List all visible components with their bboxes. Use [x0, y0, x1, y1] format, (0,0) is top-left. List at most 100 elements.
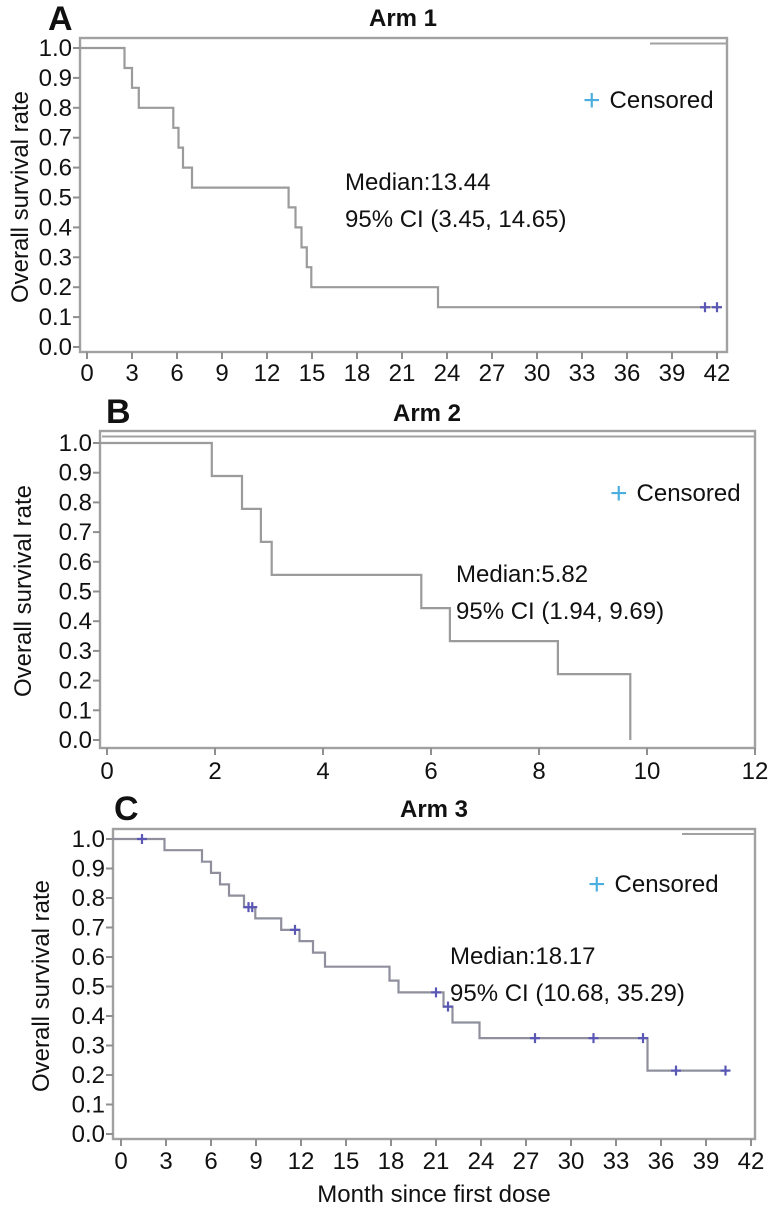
- y-tick-label: 0.2: [72, 1062, 105, 1089]
- x-tick-label: 30: [558, 1148, 585, 1175]
- y-tick-label: 0.8: [72, 885, 105, 912]
- legend-label: Censored: [614, 871, 719, 898]
- x-tick-label: 39: [693, 1148, 720, 1175]
- x-tick-label: 3: [159, 1148, 172, 1175]
- y-tick-label: 0.3: [72, 1033, 105, 1060]
- y-tick-label: 0.8: [39, 95, 72, 122]
- y-tick-label: 0.0: [59, 727, 92, 754]
- censored-plus-icon: +: [610, 477, 628, 510]
- chart-title-arm3: Arm 3: [399, 796, 469, 823]
- x-axis-title: Month since first dose: [317, 1181, 551, 1208]
- y-tick-label: 0.3: [39, 244, 72, 271]
- x-tick-label: 42: [738, 1148, 765, 1175]
- chart-title-arm1: Arm 1: [368, 5, 438, 32]
- x-tick-label: 30: [524, 360, 551, 387]
- km-curve-arm2: [100, 441, 632, 740]
- legend-arm3: + Censored: [588, 868, 719, 901]
- x-tick-label: 21: [423, 1148, 450, 1175]
- x-tick-label: 0: [114, 1148, 127, 1175]
- km-curve-arm3: [113, 837, 729, 1072]
- y-tick-label: 0.5: [39, 185, 72, 212]
- median-value: Median:5.82: [456, 561, 589, 588]
- x-tick-label: 15: [333, 1148, 360, 1175]
- x-tick-label: 27: [479, 360, 506, 387]
- x-tick-label: 12: [742, 758, 769, 785]
- y-axis-title-arm2: Overall survival rate: [10, 484, 37, 698]
- y-tick-label: 0.7: [72, 915, 105, 942]
- x-tick-label: 36: [648, 1148, 675, 1175]
- x-tick-label: 27: [513, 1148, 540, 1175]
- x-tick-label: 18: [344, 360, 371, 387]
- x-tick-label: 12: [288, 1148, 315, 1175]
- plot-frame-arm2: [98, 429, 757, 750]
- y-tick-label: 0.0: [39, 334, 72, 361]
- ci-value: 95% CI (10.68, 35.29): [450, 980, 685, 1007]
- ci-value: 95% CI (3.45, 14.65): [345, 206, 567, 233]
- y-tick-label: 1.0: [39, 35, 72, 62]
- y-tick-label: 1.0: [72, 826, 105, 853]
- legend-arm2: + Censored: [610, 477, 741, 510]
- panel-label-c: C: [114, 790, 139, 828]
- plot-frame-arm1: [78, 36, 729, 354]
- plot-frame-arm3: [111, 827, 757, 1141]
- y-tick-label: 0.9: [59, 460, 92, 487]
- y-tick-label: 0.5: [59, 579, 92, 606]
- x-tick-label: 33: [603, 1148, 630, 1175]
- x-tick-label: 6: [424, 758, 437, 785]
- censored-plus-icon: +: [583, 84, 601, 117]
- y-tick-label: 0.9: [39, 65, 72, 92]
- y-tick-label: 0.8: [59, 489, 92, 516]
- y-tick-label: 0.4: [59, 608, 92, 635]
- y-tick-label: 0.4: [39, 214, 72, 241]
- y-tick-label: 0.9: [72, 856, 105, 883]
- legend-arm1: + Censored: [583, 84, 714, 117]
- chart-title-arm2: Arm 2: [392, 400, 462, 427]
- y-tick-label: 0.5: [72, 974, 105, 1001]
- x-tick-label: 18: [378, 1148, 405, 1175]
- x-tick-label: 42: [704, 360, 731, 387]
- x-tick-label: 39: [659, 360, 686, 387]
- x-tick-label: 3: [125, 360, 138, 387]
- y-axis-title-arm1: Overall survival rate: [7, 90, 34, 304]
- x-tick-label: 10: [634, 758, 661, 785]
- y-tick-label: 0.1: [72, 1092, 105, 1119]
- x-tick-label: 36: [614, 360, 641, 387]
- y-tick-label: 0.1: [39, 304, 72, 331]
- legend-label: Censored: [636, 480, 741, 507]
- y-tick-label: 0.6: [72, 944, 105, 971]
- ci-value: 95% CI (1.94, 9.69): [456, 598, 665, 625]
- x-tick-label: 9: [215, 360, 228, 387]
- y-tick-label: 0.6: [39, 155, 72, 182]
- panel-label-b: B: [106, 393, 131, 431]
- y-tick-label: 0.6: [59, 549, 92, 576]
- median-annotation-arm2: Median:5.82 95% CI (1.94, 9.69): [456, 556, 664, 630]
- x-tick-label: 33: [569, 360, 596, 387]
- x-tick-label: 12: [254, 360, 281, 387]
- km-curve-arm1: [80, 46, 722, 309]
- x-tick-label: 9: [249, 1148, 262, 1175]
- y-tick-label: 0.7: [59, 519, 92, 546]
- x-tick-label: 0: [80, 360, 93, 387]
- x-tick-label: 6: [204, 1148, 217, 1175]
- y-tick-label: 0.2: [59, 668, 92, 695]
- y-tick-label: 0.1: [59, 697, 92, 724]
- censored-plus-icon: +: [588, 868, 606, 901]
- x-tick-label: 6: [170, 360, 183, 387]
- x-tick-label: 0: [100, 758, 113, 785]
- x-tick-label: 24: [434, 360, 461, 387]
- median-value: Median:18.17: [450, 943, 596, 970]
- legend-label: Censored: [609, 87, 714, 114]
- x-tick-label: 4: [316, 758, 329, 785]
- y-tick-label: 0.4: [72, 1003, 105, 1030]
- y-tick-label: 0.2: [39, 274, 72, 301]
- x-tick-label: 2: [208, 758, 221, 785]
- x-tick-label: 24: [468, 1148, 495, 1175]
- x-tick-label: 15: [299, 360, 326, 387]
- y-axis-title-arm3: Overall survival rate: [28, 879, 55, 1093]
- median-annotation-arm3: Median:18.17 95% CI (10.68, 35.29): [450, 938, 685, 1012]
- median-value: Median:13.44: [345, 169, 491, 196]
- y-tick-label: 0.0: [72, 1121, 105, 1148]
- x-tick-label: 21: [389, 360, 416, 387]
